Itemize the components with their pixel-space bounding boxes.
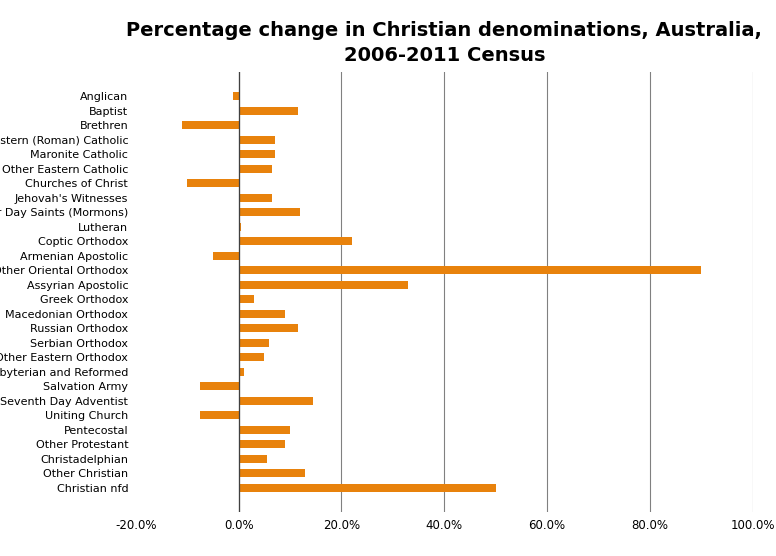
Bar [239,455,267,463]
Bar [239,136,275,143]
Bar [239,368,244,376]
Bar [200,411,239,419]
Bar [182,121,239,129]
Bar [239,193,272,202]
Bar [200,382,239,390]
Bar [187,179,239,187]
Bar [239,150,275,158]
Bar [239,237,352,245]
Bar [239,396,314,405]
Bar [239,353,265,361]
Bar [239,223,241,231]
Bar [239,425,290,434]
Bar [234,92,239,100]
Bar [239,469,306,477]
Bar [239,107,298,115]
Bar [239,324,298,332]
Bar [239,208,300,216]
Bar [239,165,272,173]
Bar [239,295,254,303]
Bar [239,310,285,317]
Bar [213,252,239,260]
Bar [239,266,702,274]
Bar [239,339,269,346]
Bar [239,484,496,492]
Bar [239,281,408,289]
Title: Percentage change in Christian denominations, Australia,
2006-2011 Census: Percentage change in Christian denominat… [126,21,762,65]
Bar [239,440,285,448]
